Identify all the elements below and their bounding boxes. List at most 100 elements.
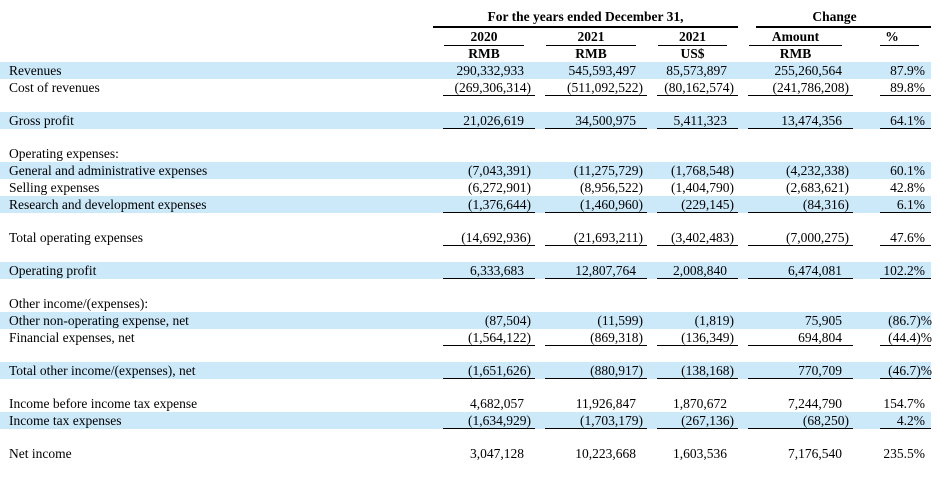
value-cell: 102.2% [853,262,932,279]
table-row: Research and development expenses (1,376,… [0,196,932,213]
value-cell: (1,404,790) [647,179,738,196]
value-cell: 7,244,790 [738,395,853,412]
value-text: 42.8% [890,179,926,195]
value-cell: 1,870,672 [647,395,738,412]
value-text: 1,870,672 [673,395,728,411]
value-cell [647,145,738,162]
value-text: 6.1% [896,196,926,212]
spacer-row [0,129,932,145]
value-cell: (68,250) [738,412,854,429]
value-text: (8,956,522) [580,179,643,195]
value-text: (4,232,338) [786,162,850,178]
value-cell: (7,043,391) [433,162,535,179]
value-text: 255,260,564 [774,62,843,78]
value-cell: 60.1% [853,162,931,179]
value-cell [535,295,647,312]
value-cell [433,145,535,162]
value-cell: (229,145) [647,196,739,213]
table-body: Revenues 290,332,933 545,593,497 85,573,897… [0,62,933,462]
value-text: (87,504) [484,312,531,328]
value-text: 13,474,356 [781,112,843,128]
table-row: Income before income tax expense 4,682,05… [0,395,931,412]
col-header-change-pct: % [853,28,931,46]
value-cell: 75,905 [738,312,853,329]
value-cell: (4,232,338) [738,162,853,179]
value-cell: 154.7% [853,395,931,412]
value-cell: 7,176,540 [738,445,853,462]
value-cell [738,295,853,312]
value-cell: (1,564,122) [433,329,535,346]
spacer-cell [0,279,931,295]
value-cell: 6,474,081 [738,262,854,279]
row-label: General and administrative expenses [9,162,208,178]
value-text: (1,634,929) [468,412,531,428]
value-text: 2,008,840 [673,262,728,278]
value-cell: (1,376,644) [433,196,535,213]
value-text: 89.8% [890,79,926,95]
value-text: (11,275,729) [573,162,643,178]
value-cell: (44.4)% [853,329,932,346]
value-text: 770,709 [798,362,843,378]
unit-2021-rmb: RMB [575,46,607,61]
value-text: 6,333,683 [470,262,524,278]
value-text: 3,047,128 [470,445,524,461]
spacer-cell [0,96,931,112]
value-text: 47.6% [890,229,926,245]
value-text: 694,804 [798,329,843,345]
value-text: (46.7)% [888,362,933,378]
value-text: 11,926,847 [575,395,636,411]
value-cell: 770,709 [738,362,854,379]
value-text: (136,349) [681,329,735,345]
unit-change-pct-empty [853,46,931,62]
value-text: 85,573,897 [666,62,728,78]
row-label: Net income [9,445,72,461]
value-text: 60.1% [890,162,926,178]
value-text: (2,683,621) [786,179,850,195]
value-cell: (1,460,960) [535,196,647,213]
value-cell: 5,411,323 [647,112,739,129]
change-group-header: Change [738,6,932,28]
value-cell: (2,683,621) [738,179,853,196]
spacer-row [0,279,932,295]
col-header-2021-usd: 2021 [647,28,738,46]
value-cell: (1,819) [647,312,738,329]
value-cell: (87,504) [433,312,535,329]
row-label: Other non-operating expense, net [9,312,189,328]
value-text: (269,306,314) [454,79,532,95]
value-text: 290,332,933 [456,62,525,78]
group-header-row: For the years ended December 31, Change [0,6,932,28]
value-text: (1,404,790) [671,179,735,195]
col-header-2021-rmb: 2021 [535,28,647,46]
value-cell: 3,047,128 [433,445,535,462]
value-cell: 87.9% [853,62,931,79]
value-cell: (869,318) [535,329,647,346]
spacer-row [0,213,932,229]
value-text: (1,819) [694,312,735,328]
value-cell: 10,223,668 [535,445,647,462]
spacer-cell [0,246,931,262]
table-row: Financial expenses, net (1,564,122) (869,3… [0,329,932,346]
value-text: (1,376,644) [468,196,531,212]
value-cell: 85,573,897 [647,62,738,79]
unit-header-row: RMB RMB US$ RMB [0,46,931,62]
table-row: General and administrative expenses (7,04… [0,162,932,179]
income-statement-table: For the years ended December 31, Change … [0,6,933,462]
col-header-2020: 2020 [433,28,535,46]
value-cell: 34,500,975 [535,112,647,129]
value-cell: 89.8% [853,79,932,96]
value-text: (267,136) [681,412,735,428]
row-label: Financial expenses, net [9,329,135,345]
value-cell: (511,092,522) [535,79,647,96]
value-text: (3,402,483) [671,229,735,245]
value-text: (138,168) [681,362,735,378]
value-text: 87.9% [890,62,926,78]
value-text: 4,682,057 [470,395,524,411]
value-cell: (1,768,548) [647,162,738,179]
value-cell [853,145,931,162]
value-text: (21,693,211) [573,229,643,245]
spacer-row [0,379,932,395]
value-text: (11,599) [597,312,643,328]
unit-2020-rmb: RMB [468,46,500,61]
row-label: Revenues [9,62,62,78]
value-text: 154.7% [883,395,926,411]
